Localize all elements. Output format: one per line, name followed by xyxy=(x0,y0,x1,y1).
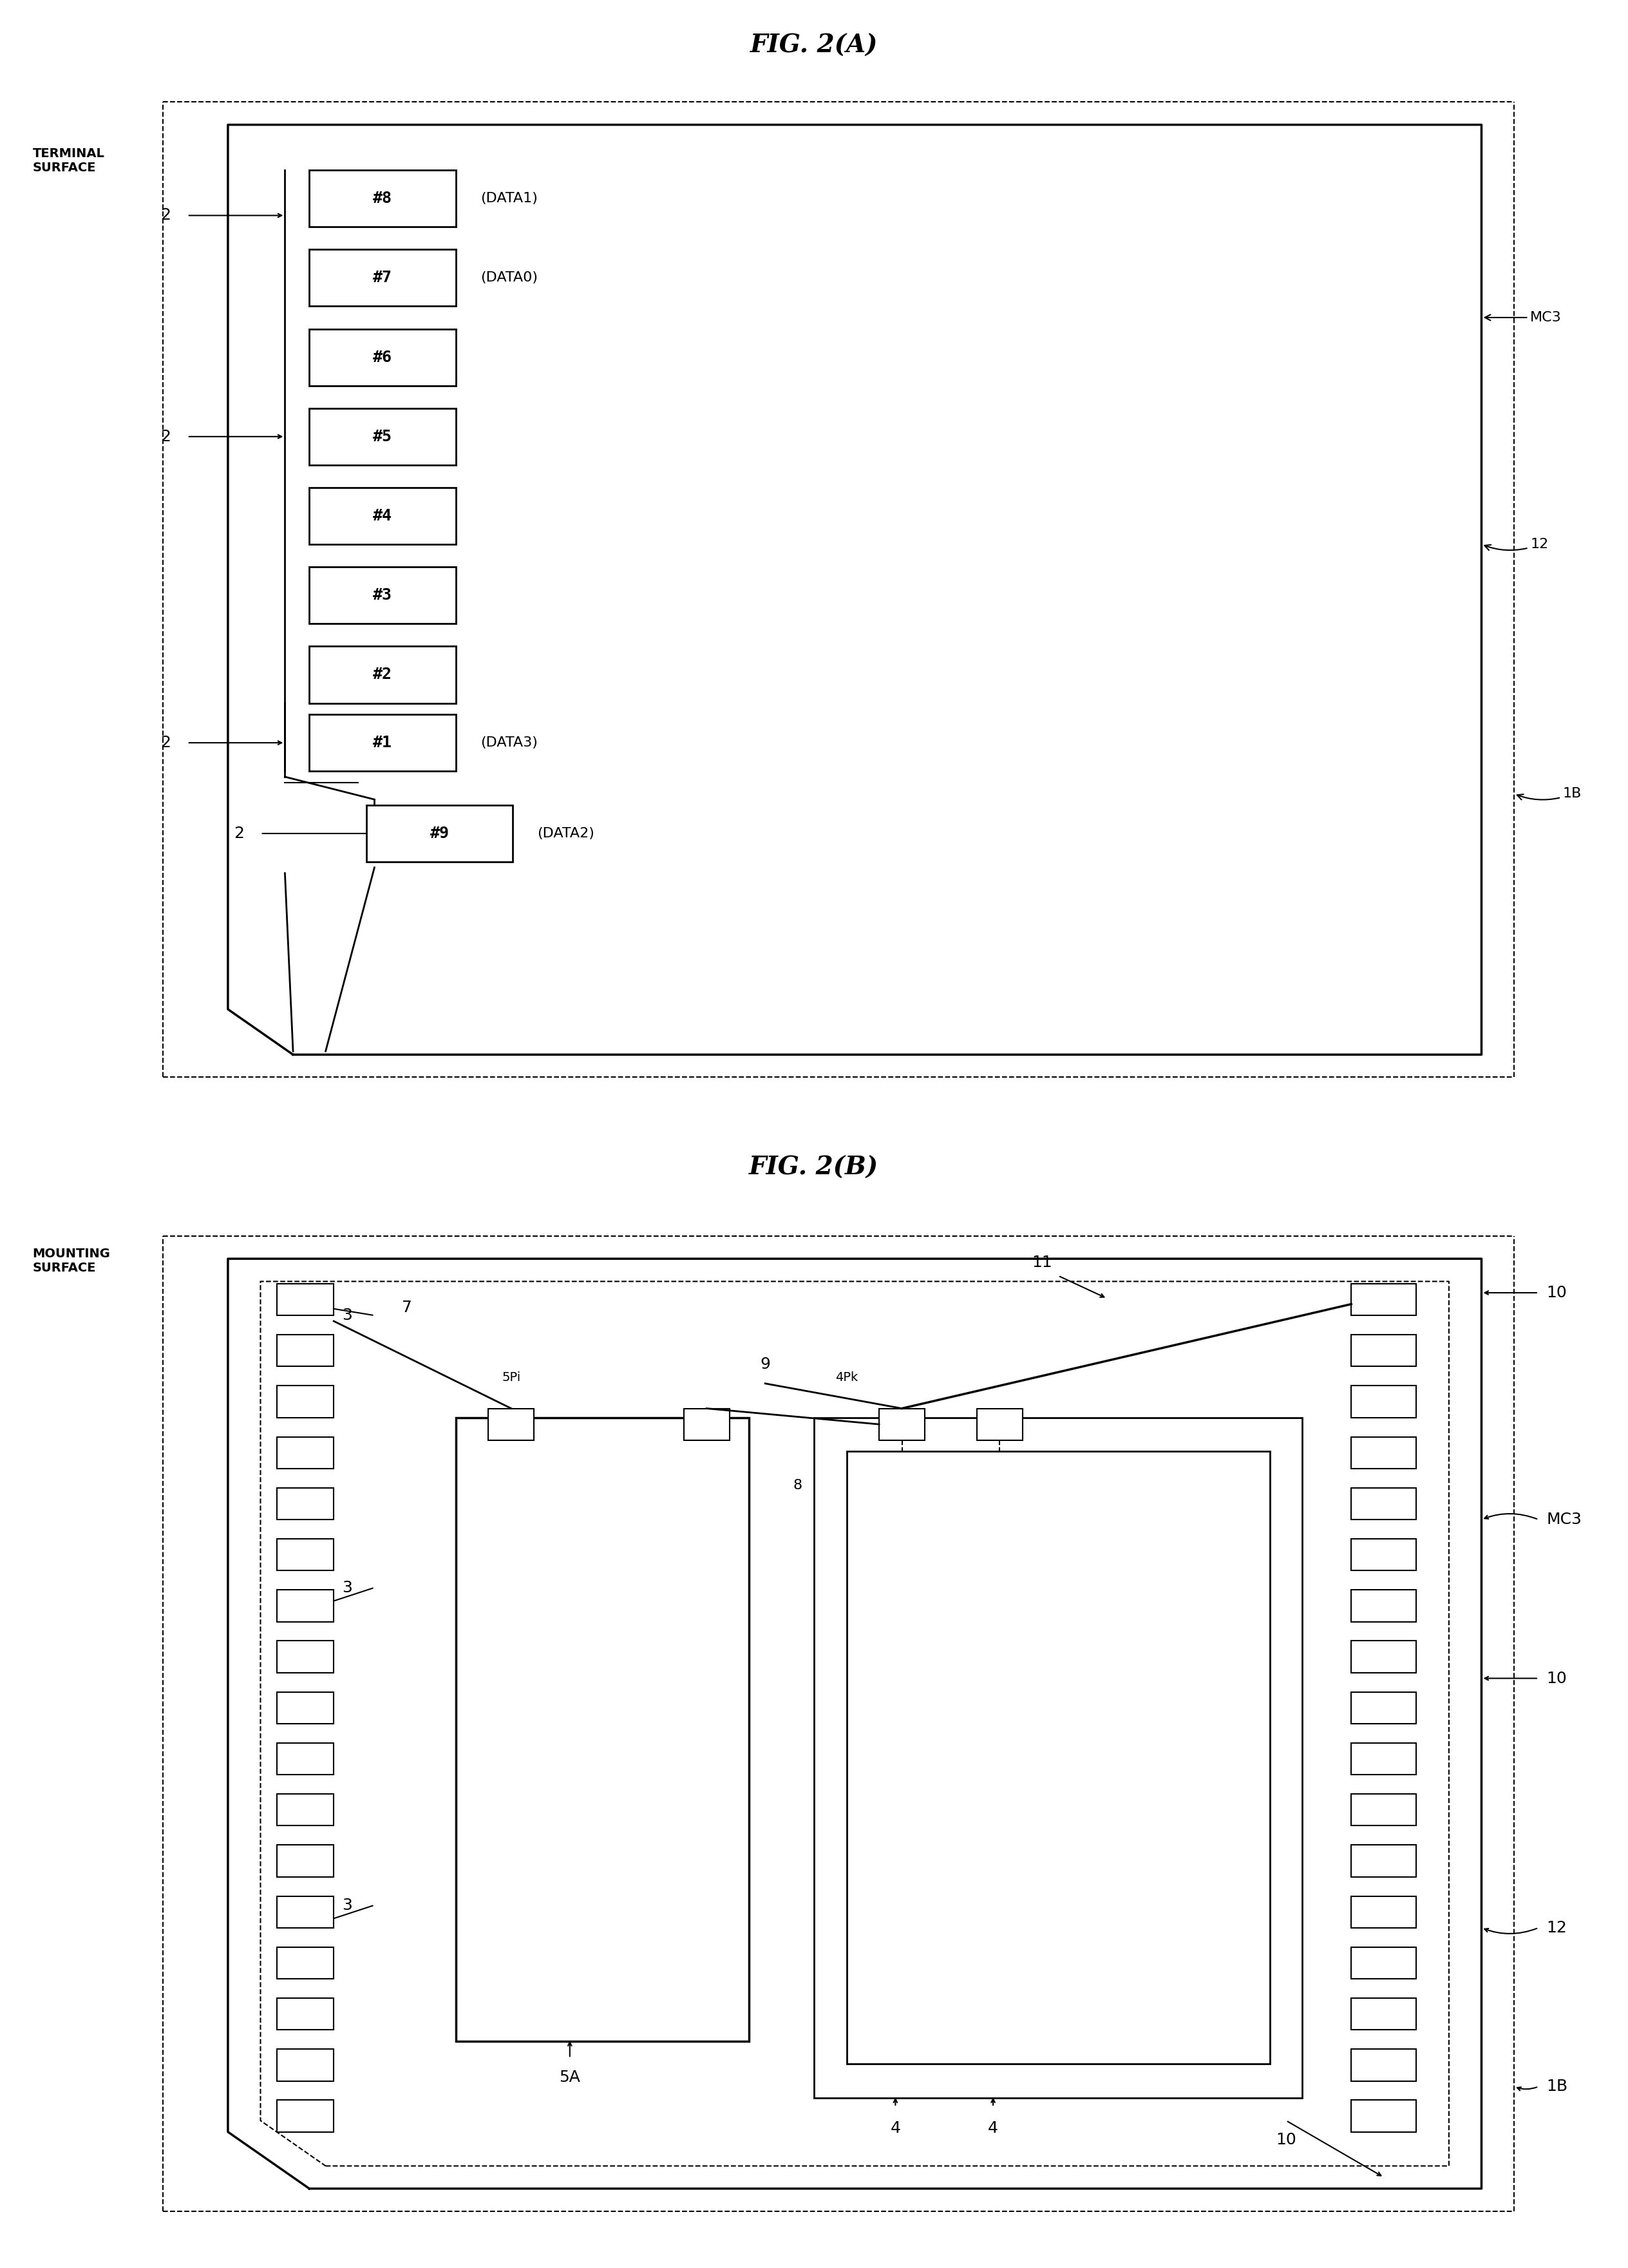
Bar xyxy=(366,805,513,862)
Bar xyxy=(309,646,456,703)
Text: 11: 11 xyxy=(1032,1254,1052,1270)
Text: 5Pj: 5Pj xyxy=(674,1497,694,1508)
Text: 3: 3 xyxy=(342,1309,352,1322)
Text: MC3: MC3 xyxy=(1485,311,1561,324)
Text: #9: #9 xyxy=(430,826,449,841)
Bar xyxy=(1351,2050,1416,2082)
Text: 3: 3 xyxy=(342,1898,352,1912)
Text: TERMINAL
SURFACE: TERMINAL SURFACE xyxy=(33,147,104,175)
Text: 9: 9 xyxy=(760,1356,770,1372)
Text: 4Pk: 4Pk xyxy=(835,1372,858,1383)
Text: #7: #7 xyxy=(373,270,392,286)
Bar xyxy=(309,329,456,386)
Text: 3: 3 xyxy=(342,1581,352,1594)
Text: 4Pk: 4Pk xyxy=(1058,1467,1081,1481)
Bar xyxy=(1351,1794,1416,1826)
Bar xyxy=(277,1386,334,1418)
Bar xyxy=(309,714,456,771)
Text: #6: #6 xyxy=(373,349,392,365)
Bar xyxy=(1351,1438,1416,1470)
Text: (DATA1): (DATA1) xyxy=(480,193,537,204)
Text: #3: #3 xyxy=(373,587,392,603)
Bar xyxy=(814,1418,1302,2098)
Bar xyxy=(1351,1946,1416,1978)
Bar xyxy=(1351,1590,1416,1622)
Bar xyxy=(309,488,456,544)
Bar xyxy=(277,1846,334,1878)
Text: FLASH
MEMORY
CHIP: FLASH MEMORY CHIP xyxy=(1029,1737,1088,1778)
Bar xyxy=(277,1692,334,1724)
Text: 8: 8 xyxy=(793,1479,803,1492)
Bar xyxy=(277,1334,334,1365)
Text: #8: #8 xyxy=(373,191,392,206)
Bar xyxy=(277,1540,334,1569)
Bar xyxy=(309,567,456,624)
Bar xyxy=(309,408,456,465)
Text: #2: #2 xyxy=(373,667,392,683)
Bar xyxy=(309,249,456,306)
Text: 2: 2 xyxy=(161,429,171,445)
Text: CONTROLLER
CHIP: CONTROLLER CHIP xyxy=(588,1685,617,1774)
Bar xyxy=(456,1418,749,2041)
Bar xyxy=(277,1642,334,1674)
Bar xyxy=(879,1408,925,1440)
Bar xyxy=(1351,1488,1416,1520)
Bar xyxy=(277,1896,334,1928)
Bar xyxy=(1351,1642,1416,1674)
Bar xyxy=(309,170,456,227)
Bar xyxy=(1351,1334,1416,1365)
Bar xyxy=(277,1946,334,1978)
Text: 4: 4 xyxy=(988,2121,998,2136)
Text: 5Pi: 5Pi xyxy=(501,1372,521,1383)
Text: 12: 12 xyxy=(1547,1921,1568,1935)
Bar xyxy=(1351,1742,1416,1774)
Bar xyxy=(277,1998,334,2030)
Text: #5: #5 xyxy=(373,429,392,445)
Text: MOUNTING
SURFACE: MOUNTING SURFACE xyxy=(33,1247,111,1275)
Bar xyxy=(277,2100,334,2132)
Bar xyxy=(1351,1540,1416,1569)
Text: 5A: 5A xyxy=(558,2068,581,2084)
Text: (DATA2): (DATA2) xyxy=(537,828,594,839)
Bar xyxy=(277,1742,334,1774)
Text: 12: 12 xyxy=(1485,538,1548,551)
Text: MC3: MC3 xyxy=(1547,1513,1582,1526)
Text: 10: 10 xyxy=(1547,1286,1568,1300)
Text: 10: 10 xyxy=(1547,1672,1568,1685)
Text: FIG. 2(B): FIG. 2(B) xyxy=(749,1157,879,1179)
Text: FIG. 2(A): FIG. 2(A) xyxy=(751,34,877,57)
Text: 1B: 1B xyxy=(1547,2080,1568,2093)
Bar xyxy=(488,1408,534,1440)
Text: #4: #4 xyxy=(373,508,392,524)
Bar xyxy=(277,1794,334,1826)
Text: (DATA0): (DATA0) xyxy=(480,272,537,284)
Bar xyxy=(277,1284,334,1315)
Text: 4: 4 xyxy=(891,2121,900,2136)
Bar xyxy=(1351,1846,1416,1878)
Bar xyxy=(1351,2100,1416,2132)
Bar xyxy=(277,1590,334,1622)
Bar xyxy=(1351,1896,1416,1928)
Text: 2: 2 xyxy=(161,209,171,222)
Text: 2: 2 xyxy=(161,735,171,751)
Bar xyxy=(277,1488,334,1520)
Text: 7: 7 xyxy=(402,1300,412,1315)
Text: 8: 8 xyxy=(923,1524,933,1538)
Bar xyxy=(1351,1386,1416,1418)
Bar xyxy=(977,1408,1022,1440)
Bar xyxy=(847,1452,1270,2064)
Text: 1B: 1B xyxy=(1517,787,1582,801)
Bar xyxy=(1351,1284,1416,1315)
Bar xyxy=(684,1408,729,1440)
Bar xyxy=(277,1438,334,1470)
Bar xyxy=(1351,1998,1416,2030)
Text: 2: 2 xyxy=(234,826,244,841)
Text: 10: 10 xyxy=(1276,2132,1296,2148)
Bar xyxy=(277,2050,334,2082)
Text: (DATA3): (DATA3) xyxy=(480,737,537,748)
Text: #1: #1 xyxy=(373,735,392,751)
Bar xyxy=(1351,1692,1416,1724)
